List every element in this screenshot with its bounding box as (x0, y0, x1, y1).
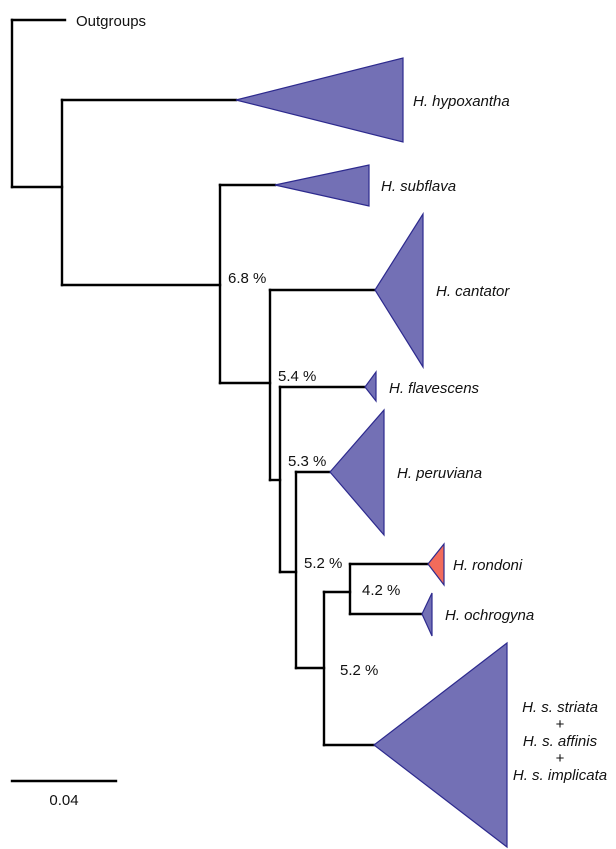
node-label-5-2-a: 5.2 % (304, 555, 342, 572)
outgroups-label: Outgroups (76, 13, 146, 30)
clade-triangle-cantator (374, 211, 424, 370)
striata-label-line-2: H. s. affinis (523, 733, 598, 750)
node-label-5-2-b: 5.2 % (340, 662, 378, 679)
node-label-4-2: 4.2 % (362, 582, 400, 599)
taxon-label-peruviana: H. peruviana (397, 465, 482, 482)
node-labels: 6.8 % 5.4 % 5.3 % 5.2 % 4.2 % 5.2 % (228, 270, 400, 679)
striata-label-plus-1: + (556, 716, 565, 733)
striata-label-line-3: H. s. implicata (513, 767, 607, 784)
clade-triangle-flavescens (364, 370, 377, 403)
clade-triangle-hypoxantha (235, 57, 404, 143)
taxon-label-flavescens: H. flavescens (389, 380, 480, 397)
taxon-labels: Outgroups H. hypoxantha H. subflava H. c… (76, 13, 607, 784)
clade-triangle-peruviana (329, 408, 385, 537)
node-label-5-4: 5.4 % (278, 368, 316, 385)
tree-branches (10, 18, 430, 747)
node-label-5-3: 5.3 % (288, 453, 326, 470)
scale-bar: 0.04 (10, 779, 118, 809)
collapsed-clades (235, 57, 508, 849)
clade-triangle-ochrogyna (421, 592, 433, 637)
taxon-label-subflava: H. subflava (381, 178, 456, 195)
clade-triangle-subflava (274, 164, 370, 207)
clade-triangle-striata-group (373, 641, 508, 849)
striata-label-plus-2: + (556, 750, 565, 767)
node-label-6-8: 6.8 % (228, 270, 266, 287)
striata-label-line-1: H. s. striata (522, 699, 598, 716)
taxon-label-striata-group: H. s. striata + H. s. affinis + H. s. im… (513, 699, 607, 784)
taxon-label-rondoni: H. rondoni (453, 557, 523, 574)
taxon-label-cantator: H. cantator (436, 283, 510, 300)
clade-triangle-rondoni (427, 542, 445, 587)
taxon-label-ochrogyna: H. ochrogyna (445, 607, 534, 624)
scale-bar-label: 0.04 (49, 792, 78, 809)
taxon-label-hypoxantha: H. hypoxantha (413, 93, 510, 110)
